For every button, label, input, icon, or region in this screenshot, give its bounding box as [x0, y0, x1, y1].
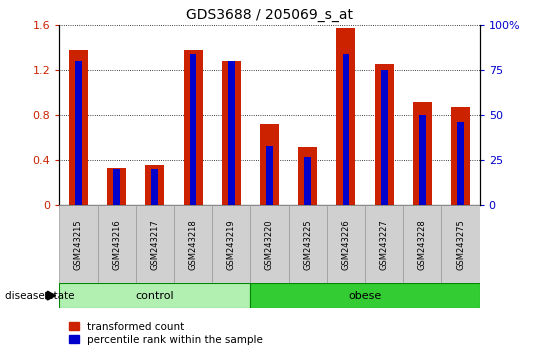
Bar — [336, 28, 356, 205]
Bar — [107, 168, 126, 205]
Bar — [260, 124, 279, 205]
Bar — [98, 205, 136, 283]
Bar — [327, 205, 365, 283]
Bar — [288, 205, 327, 283]
Bar — [375, 64, 393, 205]
Title: GDS3688 / 205069_s_at: GDS3688 / 205069_s_at — [186, 8, 353, 22]
Bar — [413, 102, 432, 205]
Bar — [59, 283, 251, 308]
Bar — [146, 165, 164, 205]
Text: GSM243226: GSM243226 — [341, 219, 350, 270]
Bar — [305, 156, 311, 205]
Bar — [441, 205, 480, 283]
Legend: transformed count, percentile rank within the sample: transformed count, percentile rank withi… — [65, 317, 267, 349]
Bar — [365, 205, 403, 283]
Bar — [451, 107, 470, 205]
Text: GSM243217: GSM243217 — [150, 219, 160, 270]
Bar — [174, 205, 212, 283]
Bar — [298, 147, 317, 205]
Text: control: control — [135, 291, 174, 301]
Text: obese: obese — [348, 291, 382, 301]
Bar — [419, 115, 426, 205]
Bar — [183, 50, 203, 205]
Bar — [342, 54, 349, 205]
Bar — [251, 283, 480, 308]
Bar — [75, 61, 82, 205]
Bar — [190, 54, 197, 205]
Bar — [151, 169, 158, 205]
Bar — [212, 205, 251, 283]
Text: disease state: disease state — [5, 291, 75, 301]
Text: GSM243218: GSM243218 — [189, 219, 198, 270]
Bar — [59, 205, 98, 283]
Bar — [457, 122, 464, 205]
Bar — [228, 61, 234, 205]
Bar — [403, 205, 441, 283]
Bar — [222, 61, 241, 205]
Text: GSM243225: GSM243225 — [303, 219, 312, 270]
Text: GSM243215: GSM243215 — [74, 219, 83, 270]
Bar — [136, 205, 174, 283]
Bar — [266, 146, 273, 205]
Text: GSM243275: GSM243275 — [456, 219, 465, 270]
Text: GSM243220: GSM243220 — [265, 219, 274, 270]
Bar — [251, 205, 288, 283]
Bar — [113, 169, 120, 205]
Bar — [69, 50, 88, 205]
Text: GSM243227: GSM243227 — [379, 219, 389, 270]
Text: GSM243219: GSM243219 — [227, 219, 236, 270]
Bar — [381, 70, 388, 205]
Text: GSM243216: GSM243216 — [112, 219, 121, 270]
Text: GSM243228: GSM243228 — [418, 219, 427, 270]
